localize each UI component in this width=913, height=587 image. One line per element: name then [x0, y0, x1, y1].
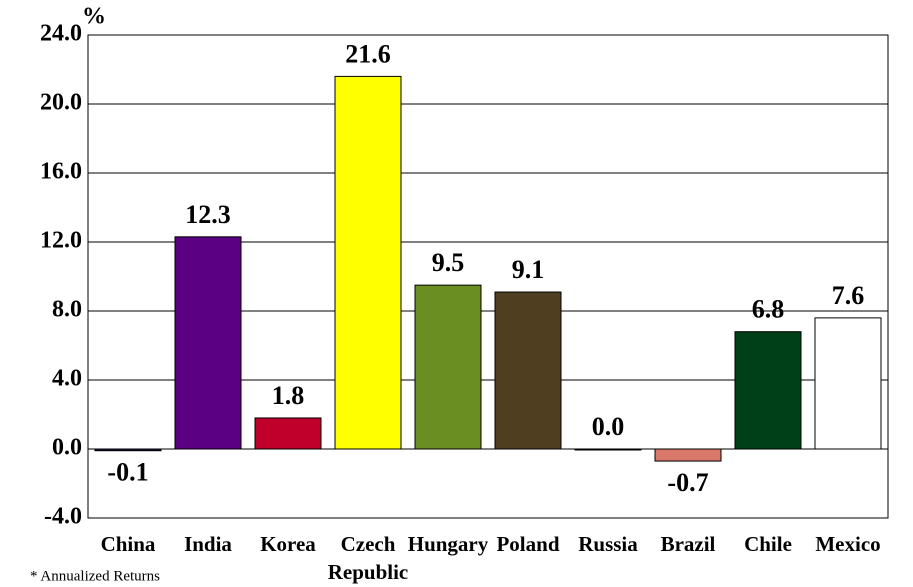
bar — [494, 291, 562, 450]
x-tick-label: Mexico — [815, 532, 880, 556]
value-label: 6.8 — [752, 295, 785, 324]
value-label: 9.1 — [512, 255, 545, 284]
x-tick-label: Hungary — [408, 532, 489, 556]
y-tick-label: 0.0 — [52, 435, 82, 461]
y-tick-label: 24.0 — [40, 21, 82, 47]
y-tick-label: -4.0 — [44, 504, 82, 530]
value-label: 21.6 — [345, 39, 391, 68]
y-tick-label: 12.0 — [40, 228, 82, 254]
bar — [734, 331, 802, 450]
bar — [814, 317, 882, 450]
x-tick-label: China — [101, 532, 156, 556]
value-label: 0.0 — [592, 412, 625, 441]
y-tick-label: 20.0 — [40, 90, 82, 116]
value-label: 1.8 — [272, 381, 305, 410]
y-tick-label: 16.0 — [40, 159, 82, 185]
value-label: 9.5 — [432, 248, 465, 277]
x-tick-label: India — [184, 532, 232, 556]
value-label: -0.1 — [107, 458, 148, 487]
x-tick-label: Poland — [496, 532, 559, 556]
value-label: 12.3 — [185, 200, 231, 229]
value-label: -0.7 — [667, 468, 708, 497]
x-tick-label: Russia — [578, 532, 638, 556]
x-tick-label: Korea — [260, 532, 316, 556]
bar — [254, 417, 322, 450]
value-label: 7.6 — [832, 281, 865, 310]
bar — [414, 284, 482, 450]
bar — [174, 236, 242, 450]
bar — [94, 448, 162, 452]
bar — [574, 448, 642, 451]
x-tick-label: Chile — [744, 532, 792, 556]
x-tick-label: Czech Republic — [328, 532, 409, 584]
x-tick-label: Brazil — [661, 532, 716, 556]
y-tick-label: 8.0 — [52, 297, 82, 323]
plot-border — [87, 34, 889, 519]
bar — [654, 448, 722, 462]
y-axis-unit: % — [82, 4, 106, 30]
footnote: * Annualized Returns — [30, 568, 160, 584]
y-tick-label: 4.0 — [52, 366, 82, 392]
bar — [334, 75, 402, 450]
